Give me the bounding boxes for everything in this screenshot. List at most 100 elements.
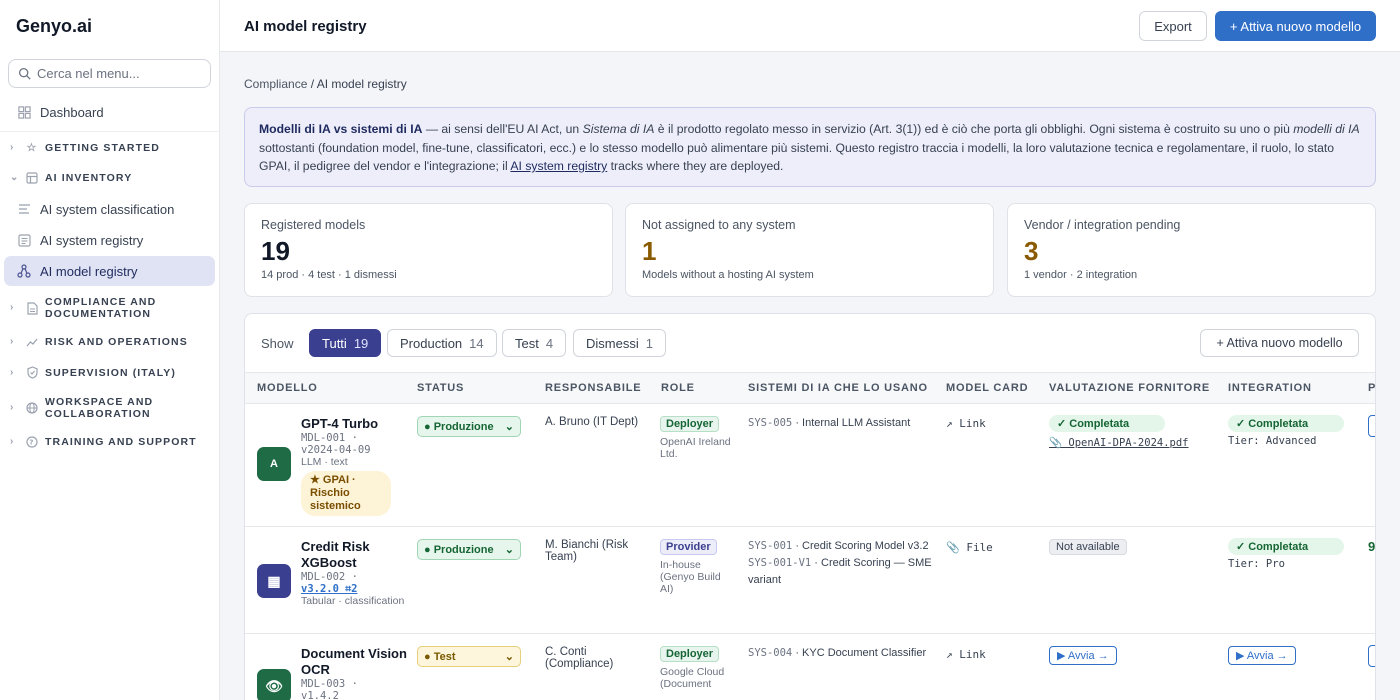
col-header-systems[interactable]: SISTEMI DI IA CHE LO USANO: [748, 382, 928, 394]
role-cell: Deployer OpenAI Ireland Ltd.: [660, 416, 731, 460]
ai-system-registry-link[interactable]: AI system registry: [510, 159, 608, 173]
group-getting-started[interactable]: › ☆ GETTING STARTED: [10, 142, 160, 154]
chevron-down-icon: ⌄: [10, 172, 20, 183]
star-icon: ☆: [26, 142, 38, 154]
group-risk-operations[interactable]: › RISK AND OPERATIONS: [10, 336, 188, 348]
sidebar-item-label: AI system classification: [40, 201, 175, 217]
col-header-model-card[interactable]: MODEL CARD: [946, 382, 1029, 394]
model-graph-icon: [16, 264, 32, 278]
start-integration-button[interactable]: ▶ Avvia →: [1228, 646, 1296, 665]
search-input[interactable]: [37, 66, 197, 81]
col-header-vendor-eval[interactable]: VALUTAZIONE FORNITORE: [1049, 382, 1211, 394]
models-panel: Show Tutti 19 Production 14 Test 4 Dismessi…: [244, 313, 1376, 700]
filter-chip-production[interactable]: Production 14: [387, 329, 497, 357]
integration: ✓ Completata Tier: Advanced: [1228, 415, 1344, 447]
table-header: MODELLO STATUS RESPONSABILE ROLE SISTEMI…: [245, 372, 1376, 404]
group-ai-inventory[interactable]: ⌄ AI INVENTORY: [10, 172, 133, 184]
sidebar-item-ai-model-registry[interactable]: AI model registry: [4, 256, 215, 286]
help-icon: ?: [25, 436, 39, 448]
model-card-link[interactable]: ↗ Link: [946, 417, 986, 430]
stat-card-pending: Vendor / integration pending 3 1 vendor …: [1007, 203, 1376, 297]
breadcrumb-compliance[interactable]: Compliance: [244, 77, 308, 91]
chevron-down-icon: ⌄: [504, 544, 514, 556]
start-vendor-eval-button[interactable]: ▶ Avvia →: [1049, 646, 1117, 665]
col-header-role[interactable]: ROLE: [661, 382, 695, 394]
status-select[interactable]: ● Produzione ⌄: [417, 539, 521, 560]
filter-chip-dismissed[interactable]: Dismessi 1: [573, 329, 666, 357]
sidebar-item-ai-system-registry[interactable]: AI system registry: [4, 225, 215, 255]
export-button[interactable]: Export: [1139, 11, 1207, 41]
version-link[interactable]: v3.2.0 ⌗2: [301, 583, 358, 595]
group-training-support[interactable]: › ? TRAINING AND SUPPORT: [10, 436, 197, 448]
vendor-eval: Not available: [1049, 539, 1127, 555]
eye-icon: 👁: [257, 669, 291, 700]
sidebar: Genyo.ai Dashboard › ☆ GETTING STARTED ⌄…: [0, 0, 220, 700]
row-divider: [245, 633, 1375, 634]
model-avatar: A: [257, 447, 291, 481]
role-cell: Provider In-house (Genyo Build AI): [660, 539, 721, 595]
chevron-right-icon: ›: [10, 142, 15, 153]
model-name[interactable]: Credit Risk XGBoost: [301, 539, 370, 570]
col-header-owner[interactable]: RESPONSABILE: [545, 382, 642, 394]
document-icon: [25, 301, 39, 315]
systems-list: SYS-004 · KYC Document Classifier: [748, 645, 933, 662]
status-badge: ✓ Completata: [1228, 415, 1344, 432]
status-select[interactable]: ● Test ⌄: [417, 646, 521, 667]
chevron-right-icon: ›: [10, 402, 15, 413]
table-row-model[interactable]: Document Vision OCR MDL-003 · v1.4.2: [301, 646, 411, 700]
col-header-truncated[interactable]: P: [1368, 382, 1376, 394]
status-select[interactable]: ● Produzione ⌄: [417, 416, 521, 437]
group-compliance-documentation[interactable]: › COMPLIANCE AND DOCUMENTATION: [10, 296, 157, 320]
model-avatar: ▦: [257, 564, 291, 598]
vendor-doc-link[interactable]: 📎 OpenAI-DPA-2024.pdf: [1049, 437, 1189, 449]
inventory-icon: [25, 172, 39, 184]
chevron-right-icon: ›: [10, 336, 15, 347]
sidebar-divider: [0, 131, 220, 132]
role-badge: Deployer: [660, 416, 720, 432]
model-name[interactable]: Document Vision OCR: [301, 646, 407, 677]
chevron-down-icon: ⌄: [504, 421, 514, 433]
owner: M. Bianchi (Risk Team): [545, 539, 629, 563]
group-workspace-collaboration[interactable]: › WORKSPACE AND COLLABORATION: [10, 396, 154, 420]
systems-list: SYS-001 · Credit Scoring Model v3.2 SYS-…: [748, 538, 933, 589]
activate-new-model-secondary-button[interactable]: + Attiva nuovo modello: [1200, 329, 1359, 357]
system-link[interactable]: SYS-004 · KYC Document Classifier: [748, 647, 927, 659]
owner: A. Bruno (IT Dept): [545, 416, 639, 428]
truncated-value: 9: [1368, 539, 1376, 554]
filter-chip-all[interactable]: Tutti 19: [309, 329, 382, 357]
truncated-button[interactable]: [1368, 415, 1375, 437]
model-card-link[interactable]: ↗ Link: [946, 648, 986, 661]
globe-icon: [25, 402, 39, 414]
truncated-button[interactable]: [1368, 645, 1375, 667]
table-row-model[interactable]: GPT-4 Turbo MDL-001 · v2024-04-09 LLM · …: [301, 416, 411, 516]
model-card-file[interactable]: 📎 File: [946, 541, 993, 554]
col-header-integration[interactable]: INTEGRATION: [1228, 382, 1312, 394]
system-link[interactable]: SYS-005 · Internal LLM Assistant: [748, 417, 911, 429]
sidebar-item-label: Dashboard: [40, 104, 104, 120]
system-link[interactable]: SYS-001 · Credit Scoring Model v3.2: [748, 540, 929, 552]
chevron-down-icon: ⌄: [504, 651, 514, 663]
brand-logo[interactable]: Genyo.ai: [16, 16, 93, 36]
info-callout: Modelli di IA vs sistemi di IA — ai sens…: [244, 107, 1376, 187]
filter-chip-test[interactable]: Test 4: [502, 329, 567, 357]
chevron-right-icon: ›: [10, 366, 15, 378]
table-row-model[interactable]: Credit Risk XGBoost MDL-002 · v3.2.0 ⌗2 …: [301, 539, 411, 607]
col-header-status[interactable]: STATUS: [417, 382, 465, 394]
menu-search[interactable]: [8, 59, 211, 88]
chevron-right-icon: ›: [10, 436, 15, 447]
sidebar-item-dashboard[interactable]: Dashboard: [4, 97, 215, 127]
breadcrumb: Compliance / AI model registry: [244, 77, 407, 91]
col-header-model[interactable]: MODELLO: [257, 382, 318, 394]
owner: C. Conti (Compliance): [545, 646, 614, 670]
show-label: Show: [261, 336, 294, 351]
group-supervision-italy[interactable]: › SUPERVISION (ITALY): [10, 366, 176, 379]
stat-value: 19: [261, 236, 290, 266]
system-link[interactable]: SYS-001-V1 · Credit Scoring — SME varian…: [748, 557, 932, 586]
activate-new-model-button[interactable]: + Attiva nuovo modello: [1215, 11, 1376, 41]
status-badge: ✓ Completata: [1049, 415, 1165, 432]
stat-value: 1: [642, 236, 657, 266]
gpai-badge: ★ GPAI · Rischio sistemico: [301, 471, 391, 516]
sidebar-item-ai-system-classification[interactable]: AI system classification: [4, 194, 215, 224]
model-name[interactable]: GPT-4 Turbo: [301, 416, 379, 431]
breadcrumb-current: AI model registry: [316, 77, 407, 91]
